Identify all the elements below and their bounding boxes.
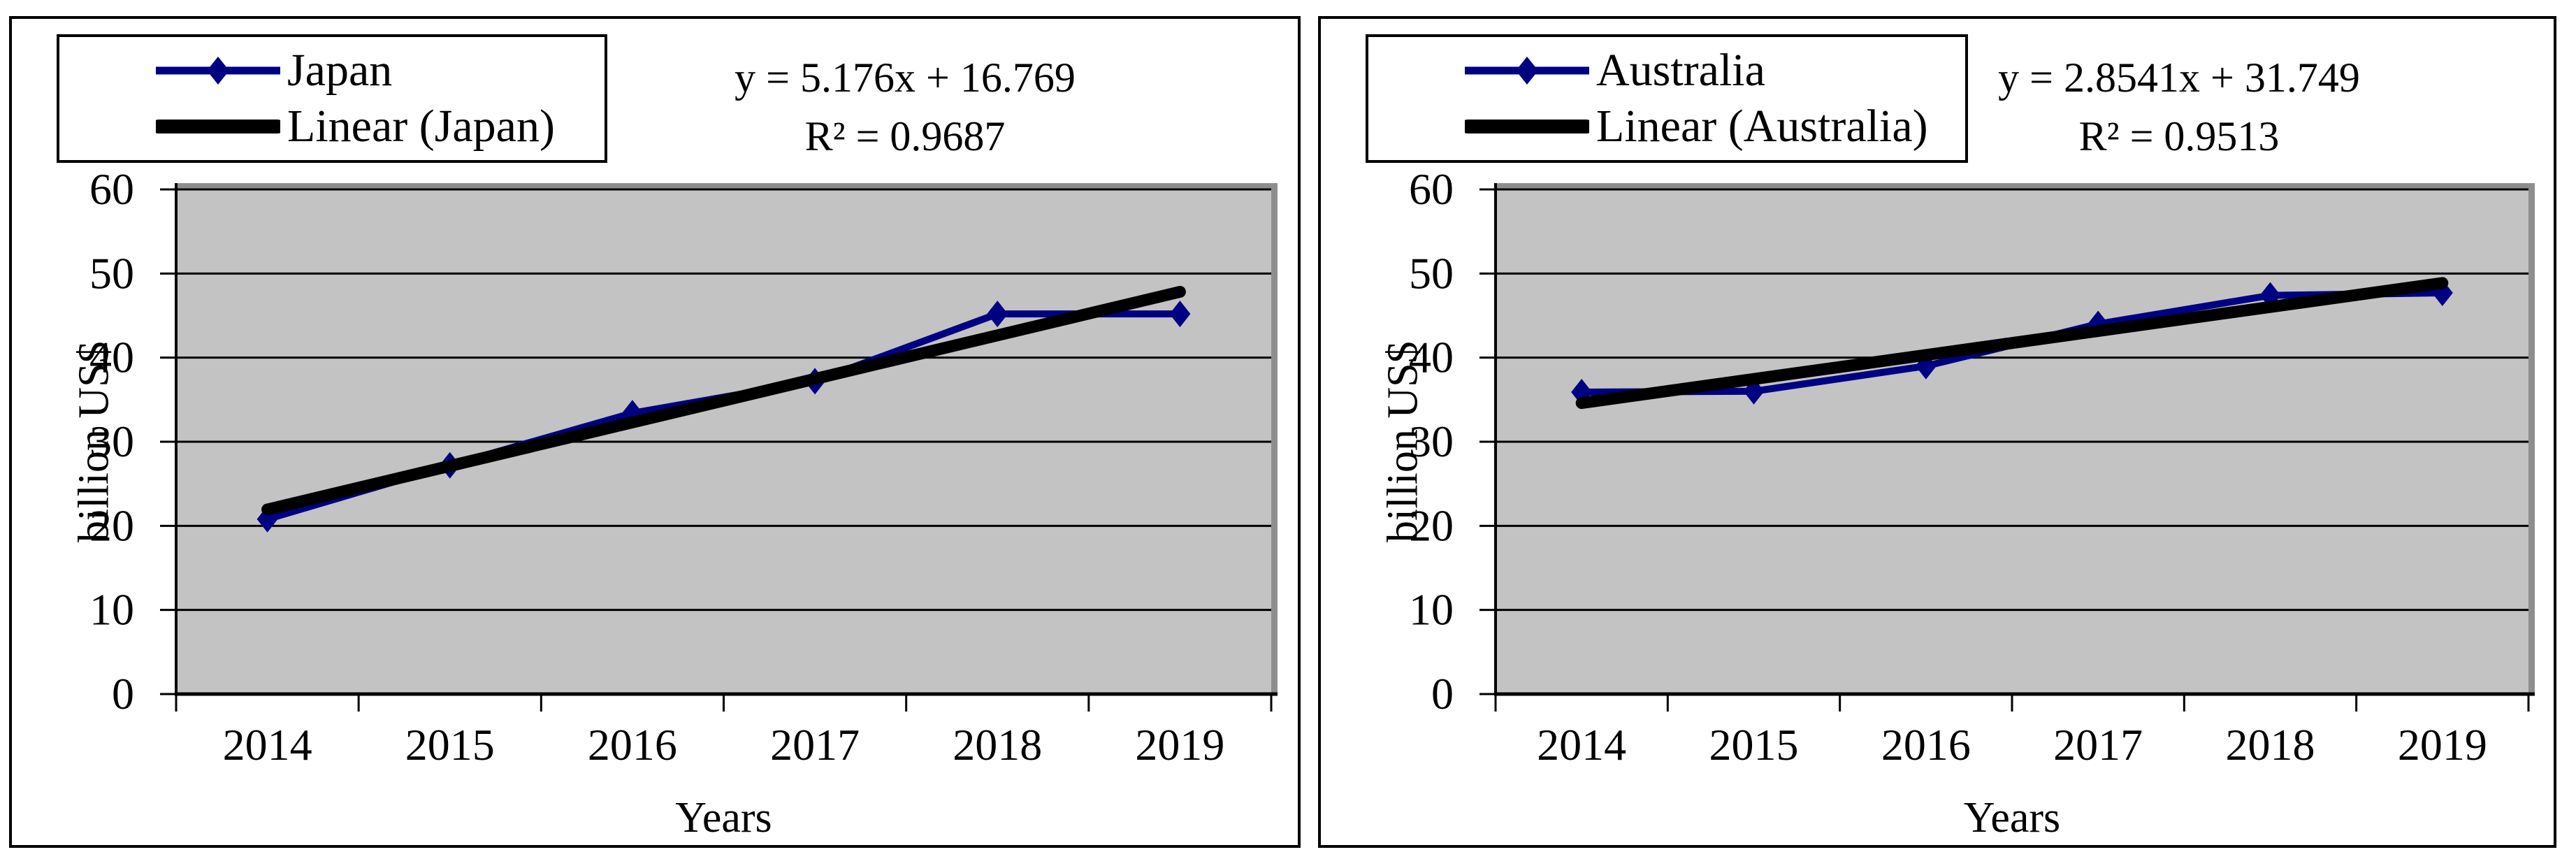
australia-legend-label: Australia — [1596, 44, 1765, 96]
japan-r-squared: R² = 0.9687 — [804, 113, 1006, 159]
plot-top-edge — [176, 183, 1278, 189]
y-tick-label: 40 — [89, 333, 134, 382]
australia-x-axis-title: Years — [1963, 794, 2061, 842]
y-tick-label: 10 — [1409, 585, 1454, 635]
y-tick-label: 20 — [89, 500, 134, 550]
x-tick-label: 2014 — [1537, 720, 1626, 770]
y-tick-label: 50 — [1409, 248, 1454, 298]
japan-series-legend-marker — [156, 56, 280, 85]
x-tick-label: 2016 — [1881, 720, 1971, 770]
japan-legend: Japan Linear (Japan) — [57, 34, 607, 163]
australia-r-squared: R² = 0.9513 — [2078, 113, 2280, 159]
japan-chart-panel: 0 10 20 30 40 50 60 2014 2015 2016 2017 2018 2019 Ja… — [9, 16, 1301, 848]
japan-plot-area: 0 10 20 30 40 50 60 2014 2015 2016 2017 2018 2019 — [89, 164, 1278, 770]
x-tick-label: 2014 — [223, 720, 312, 770]
japan-trendline-legend-label: Linear (Japan) — [287, 101, 555, 152]
y-tick-label: 0 — [1431, 669, 1454, 719]
australia-y-axis-title: billion US$ — [1379, 341, 1427, 542]
y-tick-label: 10 — [89, 585, 134, 635]
australia-trendline-legend-marker — [1465, 120, 1589, 134]
australia-trendline — [1575, 277, 2449, 410]
japan-trendline — [261, 286, 1186, 516]
x-tick-label: 2016 — [588, 720, 677, 770]
japan-equation-line: y = 5.176x + 16.769 — [735, 55, 1076, 101]
australia-data-point-marker — [1571, 379, 1593, 406]
x-tick-label: 2019 — [1135, 720, 1224, 770]
legend-entry-linear-japan: Linear (Japan) — [59, 103, 605, 150]
japan-y-axis-title: billion US$ — [70, 341, 118, 542]
australia-trendline-equation: y = 2.8541x + 31.749 R² = 0.9513 — [1955, 48, 2403, 166]
x-tick-label: 2017 — [770, 720, 860, 770]
y-tick-label: 60 — [1409, 164, 1454, 214]
legend-entry-australia: Australia — [1368, 44, 1965, 96]
x-tick-label: 2019 — [2398, 720, 2487, 770]
legend-entry-japan: Japan — [59, 44, 605, 96]
y-tick-label: 60 — [89, 164, 134, 214]
x-tick-label: 2015 — [405, 720, 495, 770]
australia-chart-panel: 0 10 20 30 40 50 60 2014 2015 2016 2017 2018 2019 Au… — [1318, 16, 2556, 848]
australia-trendline-legend-label: Linear (Australia) — [1596, 101, 1928, 152]
y-tick-label: 40 — [1409, 333, 1454, 382]
australia-plot-area: 0 10 20 30 40 50 60 2014 2015 2016 2017 2018 2019 — [1409, 164, 2535, 770]
plot-right-edge — [1271, 183, 1278, 694]
x-tick-label: 2015 — [1709, 720, 1799, 770]
japan-data-point-marker — [987, 301, 1008, 328]
x-tick-label: 2018 — [953, 720, 1042, 770]
australia-series-legend-marker — [1465, 56, 1589, 85]
australia-equation-line: y = 2.8541x + 31.749 — [1998, 55, 2360, 101]
japan-legend-label: Japan — [287, 44, 393, 96]
legend-entry-linear-australia: Linear (Australia) — [1368, 103, 1965, 150]
y-tick-label: 30 — [89, 417, 134, 466]
japan-data-point-marker — [1169, 301, 1191, 328]
plot-top-edge — [1496, 183, 2535, 189]
japan-x-axis-title: Years — [675, 794, 772, 842]
japan-trendline-equation: y = 5.176x + 16.769 R² = 0.9687 — [681, 48, 1129, 166]
y-tick-label: 50 — [89, 248, 134, 298]
australia-legend: Australia Linear (Australia) — [1366, 34, 1968, 163]
y-tick-label: 30 — [1409, 417, 1454, 466]
y-tick-label: 20 — [1409, 500, 1454, 550]
japan-trendline-legend-marker — [156, 120, 280, 134]
x-tick-label: 2018 — [2226, 720, 2315, 770]
plot-right-edge — [2528, 183, 2535, 694]
y-tick-label: 0 — [112, 669, 134, 719]
x-tick-label: 2017 — [2053, 720, 2143, 770]
